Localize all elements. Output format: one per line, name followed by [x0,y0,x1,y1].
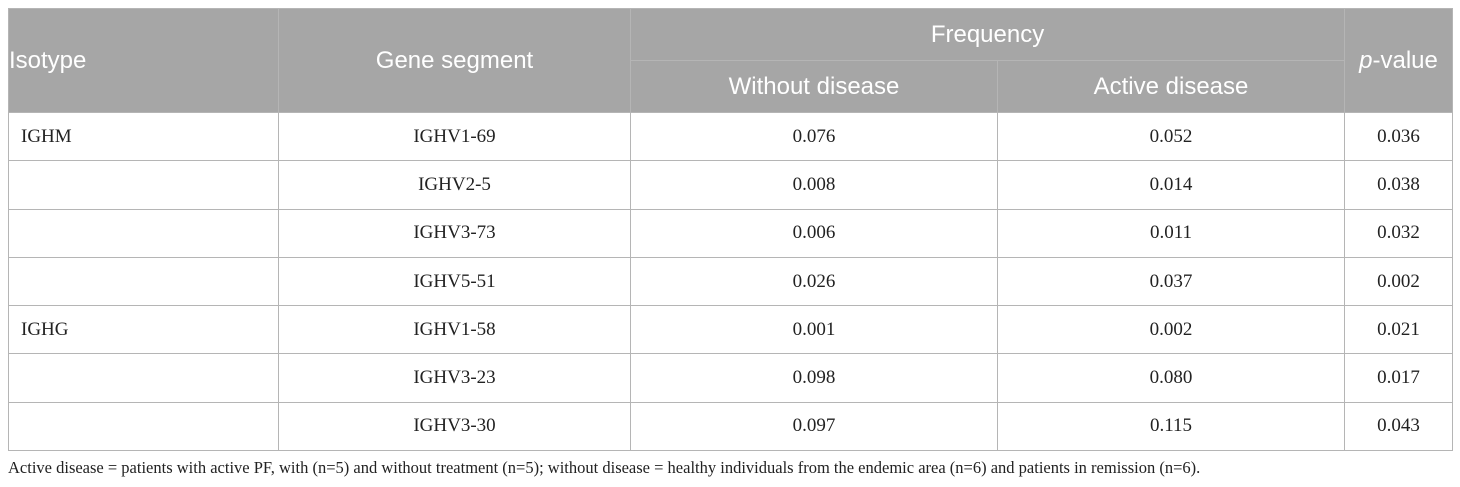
header-p-rest: -value [1372,46,1438,74]
table-header: Isotype Gene segment Frequency p-value W… [8,8,1454,113]
cell-active-disease: 0.037 [996,256,1346,307]
table-row: IGHM IGHV1-69 0.076 0.052 0.036 [8,111,1454,162]
table-row: IGHV2-5 0.008 0.014 0.038 [8,160,1454,210]
cell-p-value: 0.017 [1344,353,1454,403]
header-frequency: Frequency [629,8,1346,61]
cell-isotype [8,208,279,258]
cell-active-disease: 0.115 [996,401,1346,452]
table-row: IGHV3-30 0.097 0.115 0.043 [8,401,1454,452]
cell-isotype [8,401,279,452]
table-row: IGHV3-23 0.098 0.080 0.017 [8,353,1454,403]
header-gene-segment: Gene segment [278,8,631,113]
cell-isotype: IGHG [8,305,279,355]
cell-without-disease: 0.076 [630,111,998,162]
cell-without-disease: 0.008 [630,160,998,210]
cell-active-disease: 0.080 [996,353,1346,403]
table-body: IGHM IGHV1-69 0.076 0.052 0.036 IGHV2-5 … [8,111,1454,452]
table-row: IGHV5-51 0.026 0.037 0.002 [8,256,1454,307]
cell-p-value: 0.021 [1344,305,1454,355]
cell-without-disease: 0.001 [630,305,998,355]
cell-without-disease: 0.026 [630,256,998,307]
cell-p-value: 0.002 [1344,256,1454,307]
cell-p-value: 0.032 [1344,208,1454,258]
cell-without-disease: 0.006 [630,208,998,258]
cell-without-disease: 0.098 [630,353,998,403]
cell-p-value: 0.036 [1344,111,1454,162]
cell-active-disease: 0.052 [996,111,1346,162]
cell-gene-segment: IGHV1-58 [278,305,631,355]
cell-isotype [8,160,279,210]
cell-active-disease: 0.002 [996,305,1346,355]
cell-gene-segment: IGHV1-69 [278,111,631,162]
cell-gene-segment: IGHV5-51 [278,256,631,307]
cell-p-value: 0.038 [1344,160,1454,210]
header-p-value: p-value [1344,8,1454,113]
header-active-disease: Active disease [996,60,1346,113]
cell-isotype: IGHM [8,111,279,162]
cell-gene-segment: IGHV3-73 [278,208,631,258]
table-row: IGHV3-73 0.006 0.011 0.032 [8,208,1454,258]
frequency-table: Isotype Gene segment Frequency p-value W… [8,8,1454,452]
cell-gene-segment: IGHV3-23 [278,353,631,403]
cell-gene-segment: IGHV2-5 [278,160,631,210]
header-without-disease: Without disease [630,60,998,113]
cell-gene-segment: IGHV3-30 [278,401,631,452]
cell-isotype [8,256,279,307]
table-footnote: Active disease = patients with active PF… [8,458,1201,477]
cell-without-disease: 0.097 [630,401,998,452]
cell-p-value: 0.043 [1344,401,1454,452]
header-p-italic: p [1359,46,1373,74]
header-isotype: Isotype [8,8,279,113]
cell-isotype [8,353,279,403]
cell-active-disease: 0.014 [996,160,1346,210]
table-row: IGHG IGHV1-58 0.001 0.002 0.021 [8,305,1454,355]
cell-active-disease: 0.011 [996,208,1346,258]
